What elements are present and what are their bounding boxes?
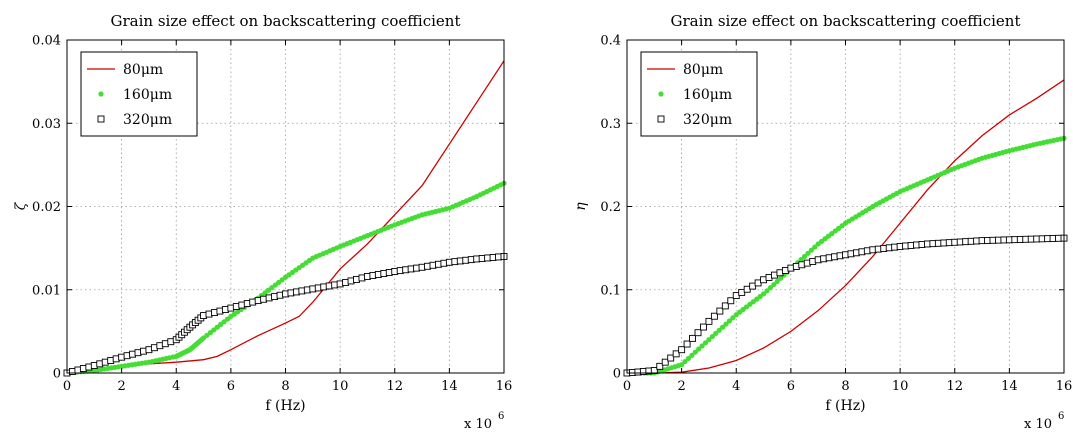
chart-title: Grain size effect on backscattering coef… [111, 12, 461, 30]
y-tick-label: 0.1 [600, 283, 621, 298]
series-320μm [623, 234, 1068, 377]
y-tick-label: 0.2 [600, 200, 621, 215]
chart-title: Grain size effect on backscattering coef… [671, 12, 1021, 30]
legend-label: 320μm [123, 112, 172, 128]
data-point [710, 312, 718, 320]
data-point [682, 358, 688, 365]
legend-key-dot [658, 91, 664, 97]
y-axis-label: ζ [13, 201, 29, 210]
data-point [716, 327, 722, 333]
legend-label: 80μm [683, 62, 723, 78]
data-point [685, 355, 692, 362]
legend-label: 160μm [683, 87, 732, 103]
y-tick-label: 0.4 [600, 34, 621, 49]
chart-left: 0 2 4 6 8 10 12 14 16 0 0.01 0.02 0.03 0.04 Grain size… [13, 12, 512, 432]
data-point [801, 253, 808, 260]
legend-key-square [97, 115, 105, 123]
y-axis-label: η [573, 202, 589, 211]
x-axis-label: f (Hz) [265, 398, 305, 414]
series-line-80μm [627, 79, 1065, 374]
legend-key-dot [98, 91, 104, 97]
y-tick-label: 0.01 [32, 283, 61, 298]
x-tick-label: 12 [386, 379, 403, 394]
x-tick-label: 8 [841, 379, 849, 394]
data-point [679, 362, 685, 368]
data-point [699, 343, 705, 349]
data-point [656, 362, 664, 370]
x-tick-label: 12 [946, 379, 963, 394]
data-point [692, 349, 698, 355]
data-point [721, 302, 729, 310]
x-tick-label: 6 [227, 379, 235, 394]
x-tick-label: 8 [281, 379, 289, 394]
data-point [774, 278, 780, 285]
x-tick-label: 10 [332, 379, 349, 394]
x-multiplier: x 10 [1024, 417, 1052, 432]
legend-label: 80μm [123, 62, 163, 78]
legend-key-square [657, 115, 665, 123]
data-point [726, 318, 733, 324]
legend-label: 160μm [123, 87, 172, 103]
x-tick-label: 6 [787, 379, 795, 394]
data-point [689, 352, 695, 358]
data-point [700, 323, 707, 331]
data-point [771, 281, 777, 288]
data-point [798, 256, 804, 263]
x-tick-label: 14 [1001, 379, 1018, 394]
data-point [805, 250, 811, 256]
chart-right: 0 2 4 6 8 10 12 14 16 0 0.1 0.2 0.3 0.4 Grain size eff… [573, 12, 1072, 432]
data-point [716, 307, 724, 315]
x-tick-label: 2 [677, 379, 685, 394]
data-point [764, 288, 770, 294]
data-point [706, 337, 712, 343]
x-axis-label: f (Hz) [825, 398, 865, 414]
legend-label: 320μm [683, 112, 732, 128]
x-tick-label: 16 [496, 379, 513, 394]
data-point [723, 321, 729, 327]
y-tick-label: 0 [53, 367, 61, 382]
data-point [760, 291, 767, 297]
data-point [661, 358, 669, 366]
x-multiplier: x 10 [464, 417, 492, 432]
series-320μm [63, 252, 508, 377]
y-tick-label: 0.3 [600, 117, 621, 132]
data-point [683, 340, 691, 348]
data-point [727, 297, 735, 305]
y-tick-label: 0.03 [32, 117, 61, 132]
y-tick-label: 0.04 [32, 34, 61, 49]
x-tick-label: 16 [1056, 379, 1073, 394]
data-point [689, 334, 696, 342]
x-multiplier-exponent: 6 [1058, 411, 1064, 422]
data-point [678, 346, 686, 354]
data-point [709, 333, 715, 340]
x-tick-label: 14 [441, 379, 458, 394]
y-tick-label: 0 [613, 367, 621, 382]
x-tick-label: 0 [623, 379, 631, 394]
x-tick-label: 10 [892, 379, 909, 394]
x-tick-label: 0 [63, 379, 71, 394]
data-point [812, 244, 818, 250]
data-point [650, 367, 658, 374]
data-point [778, 275, 784, 281]
data-point [694, 329, 702, 337]
y-tick-label: 0.02 [32, 200, 61, 215]
data-point [808, 247, 814, 253]
x-tick-label: 4 [172, 379, 180, 394]
x-tick-label: 2 [117, 379, 125, 394]
x-tick-label: 4 [732, 379, 740, 394]
data-point [719, 324, 726, 330]
data-point [696, 346, 702, 352]
data-point [730, 315, 736, 321]
x-multiplier-exponent: 6 [498, 411, 504, 422]
data-point [767, 285, 773, 291]
data-point [713, 330, 719, 337]
data-point [667, 354, 675, 362]
data-point [702, 340, 709, 346]
data-point [672, 350, 680, 358]
data-point [705, 317, 713, 325]
